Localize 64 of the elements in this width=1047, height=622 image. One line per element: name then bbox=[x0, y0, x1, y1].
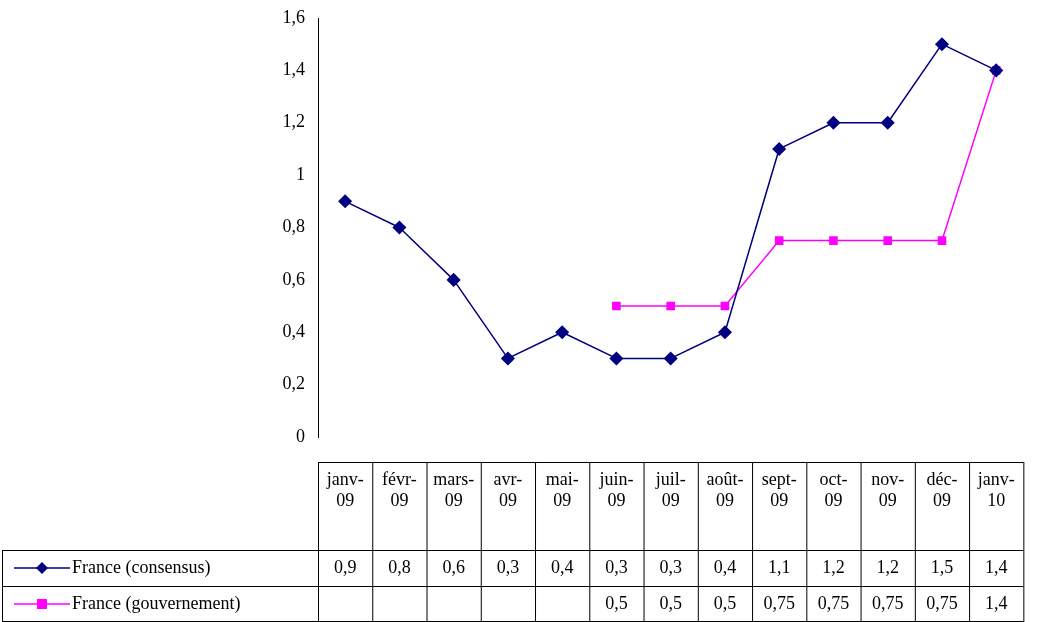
x-tick-label: avr-09 bbox=[493, 468, 523, 511]
point bbox=[720, 301, 730, 311]
x-tick-label: nov-09 bbox=[871, 468, 905, 511]
data-label: 1,1 bbox=[767, 556, 791, 577]
data-label: 0,5 bbox=[659, 592, 682, 613]
x-tick-label: juin-09 bbox=[598, 468, 634, 511]
point bbox=[774, 236, 784, 245]
data-label: 0,4 bbox=[550, 556, 574, 577]
x-tick-label: août-09 bbox=[706, 468, 744, 511]
x-tick-label: janv-09 bbox=[325, 468, 364, 511]
point bbox=[663, 351, 678, 366]
y-tick-label: 1,6 bbox=[282, 6, 305, 27]
point bbox=[883, 236, 892, 245]
point bbox=[555, 325, 569, 339]
point bbox=[501, 351, 515, 366]
point bbox=[826, 116, 841, 130]
legend-label: France (consensus) bbox=[72, 556, 211, 578]
x-tick-label: sept-09 bbox=[761, 468, 797, 511]
data-label: 0,3 bbox=[659, 556, 682, 577]
point bbox=[829, 236, 838, 245]
data-label: 0,75 bbox=[817, 592, 850, 613]
data-label: 0,6 bbox=[442, 556, 465, 577]
data-label: 0,3 bbox=[496, 556, 520, 577]
x-tick-label: févr-09 bbox=[382, 468, 417, 511]
point bbox=[937, 236, 947, 245]
point bbox=[446, 273, 461, 287]
data-label: 1,5 bbox=[930, 556, 954, 577]
data-label: 0,4 bbox=[713, 556, 737, 577]
y-tick-label: 1,2 bbox=[282, 111, 305, 132]
x-tick-label: mai-09 bbox=[545, 468, 579, 511]
point bbox=[666, 301, 675, 311]
legend-label: France (gouvernement) bbox=[72, 592, 241, 614]
data-label: 1,4 bbox=[984, 592, 1008, 613]
y-tick-label: 0 bbox=[296, 425, 305, 446]
data-label: 1,4 bbox=[984, 556, 1008, 577]
point bbox=[338, 194, 352, 209]
y-tick-label: 0,2 bbox=[282, 373, 305, 394]
x-tick-label: janv-10 bbox=[976, 468, 1015, 511]
data-label: 0,3 bbox=[605, 556, 628, 577]
data-label: 0,5 bbox=[605, 592, 628, 613]
data-label: 0,75 bbox=[763, 592, 795, 613]
point bbox=[718, 325, 732, 339]
y-tick-label: 0,8 bbox=[282, 216, 305, 237]
data-label: 0,75 bbox=[871, 592, 904, 613]
x-tick-label: déc-09 bbox=[926, 468, 958, 511]
data-label: 1,2 bbox=[822, 556, 845, 577]
y-tick-label: 1,4 bbox=[282, 59, 305, 80]
x-tick-label: juil-09 bbox=[654, 468, 686, 511]
x-tick-label: oct-09 bbox=[819, 468, 848, 511]
point bbox=[880, 116, 895, 130]
y-tick-label: 1 bbox=[296, 163, 305, 184]
data-label: 0,5 bbox=[713, 592, 737, 613]
point bbox=[935, 37, 949, 51]
point bbox=[772, 142, 786, 156]
data-label: 0,8 bbox=[388, 556, 411, 577]
point bbox=[392, 220, 407, 235]
data-label: 1,2 bbox=[876, 556, 899, 577]
point bbox=[612, 301, 621, 311]
x-tick-label: mars-09 bbox=[433, 468, 475, 511]
data-label: 0,75 bbox=[926, 592, 958, 613]
data-label: 0,9 bbox=[333, 556, 357, 577]
y-tick-label: 0,4 bbox=[282, 320, 305, 341]
y-tick-label: 0,6 bbox=[282, 268, 305, 289]
point bbox=[609, 351, 624, 366]
